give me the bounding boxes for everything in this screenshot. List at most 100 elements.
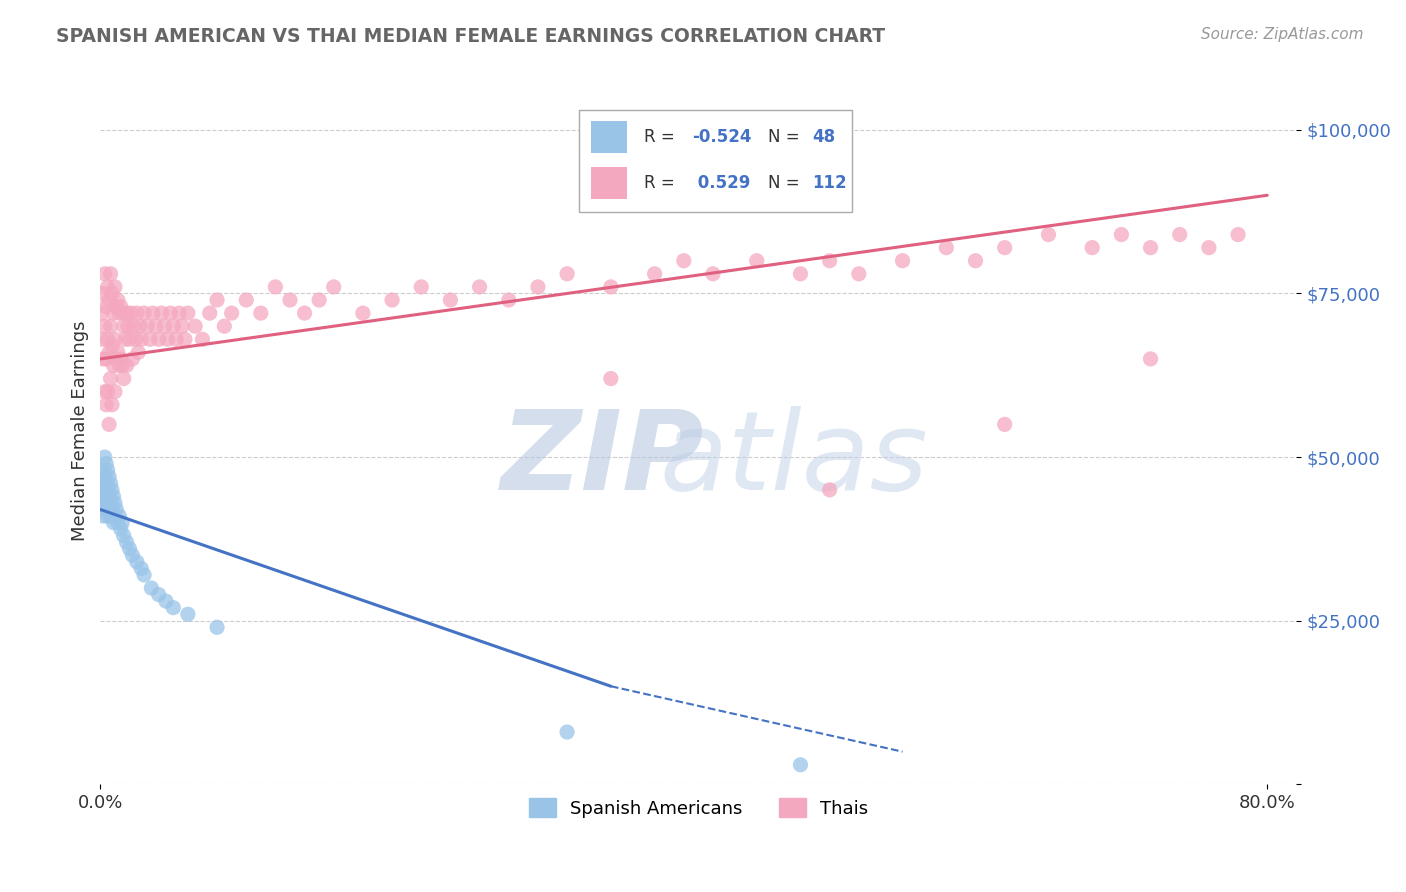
Point — [91, 509, 114, 524]
Text: 112: 112 — [813, 174, 848, 192]
Point — [90, 496, 112, 510]
Point — [142, 306, 165, 320]
Point — [155, 594, 177, 608]
Point — [1139, 241, 1161, 255]
Point — [91, 351, 114, 366]
Point — [264, 280, 287, 294]
Point — [1081, 241, 1104, 255]
Point — [105, 502, 128, 516]
Point — [107, 293, 129, 307]
Point — [153, 319, 176, 334]
Point — [148, 588, 170, 602]
Point — [90, 332, 112, 346]
Point — [162, 319, 184, 334]
Point — [91, 286, 114, 301]
Point — [98, 469, 121, 483]
Point — [177, 607, 200, 622]
Point — [93, 502, 115, 516]
Point — [994, 417, 1017, 432]
Point — [103, 516, 125, 530]
Point — [132, 568, 155, 582]
Point — [498, 293, 520, 307]
Point — [139, 332, 162, 346]
Point — [127, 345, 149, 359]
Point — [165, 332, 187, 346]
Point — [148, 332, 170, 346]
Text: N =: N = — [768, 128, 804, 146]
Y-axis label: Median Female Earnings: Median Female Earnings — [72, 321, 89, 541]
Text: 48: 48 — [813, 128, 835, 146]
Point — [115, 359, 138, 373]
Point — [112, 371, 135, 385]
Point — [121, 351, 143, 366]
Point — [162, 600, 184, 615]
Point — [294, 306, 316, 320]
Point — [110, 300, 132, 314]
Point — [101, 398, 124, 412]
Point — [439, 293, 461, 307]
Point — [745, 136, 768, 150]
Point — [100, 371, 122, 385]
Legend: Spanish Americans, Thais: Spanish Americans, Thais — [522, 791, 876, 825]
Point — [818, 253, 841, 268]
Text: N =: N = — [768, 174, 804, 192]
Point — [221, 306, 243, 320]
Text: R =: R = — [644, 128, 681, 146]
Point — [129, 332, 152, 346]
Point — [184, 319, 207, 334]
Point — [90, 306, 112, 320]
Point — [249, 306, 271, 320]
Point — [1227, 227, 1250, 242]
Point — [308, 293, 330, 307]
Point — [107, 516, 129, 530]
Point — [965, 253, 987, 268]
Point — [1038, 227, 1060, 242]
Point — [132, 306, 155, 320]
Point — [411, 280, 433, 294]
Text: SPANISH AMERICAN VS THAI MEDIAN FEMALE EARNINGS CORRELATION CHART: SPANISH AMERICAN VS THAI MEDIAN FEMALE E… — [56, 27, 886, 45]
Point — [125, 306, 148, 320]
Point — [100, 267, 122, 281]
Point — [125, 555, 148, 569]
Point — [108, 359, 131, 373]
Point — [103, 489, 125, 503]
Point — [105, 351, 128, 366]
Point — [98, 489, 121, 503]
Point — [599, 371, 621, 385]
Point — [117, 319, 139, 334]
Text: 0.529: 0.529 — [692, 174, 751, 192]
Point — [848, 267, 870, 281]
Point — [93, 469, 115, 483]
Point — [101, 286, 124, 301]
Point — [891, 253, 914, 268]
Point — [103, 306, 125, 320]
Point — [104, 280, 127, 294]
Point — [93, 483, 115, 497]
Point — [96, 476, 118, 491]
Point — [115, 535, 138, 549]
Point — [108, 306, 131, 320]
Point — [101, 502, 124, 516]
Point — [381, 293, 404, 307]
Point — [672, 253, 695, 268]
Point — [121, 549, 143, 563]
Point — [111, 359, 134, 373]
Text: ZIP: ZIP — [501, 406, 704, 513]
Point — [235, 293, 257, 307]
Point — [105, 300, 128, 314]
Point — [118, 332, 141, 346]
Point — [104, 496, 127, 510]
Point — [101, 339, 124, 353]
Point — [97, 509, 120, 524]
Point — [97, 384, 120, 399]
Point — [198, 306, 221, 320]
Point — [1168, 227, 1191, 242]
Point — [214, 319, 236, 334]
Point — [159, 306, 181, 320]
Point — [702, 267, 724, 281]
Point — [818, 483, 841, 497]
Point — [101, 483, 124, 497]
Point — [93, 267, 115, 281]
Point — [128, 319, 150, 334]
Point — [170, 319, 193, 334]
